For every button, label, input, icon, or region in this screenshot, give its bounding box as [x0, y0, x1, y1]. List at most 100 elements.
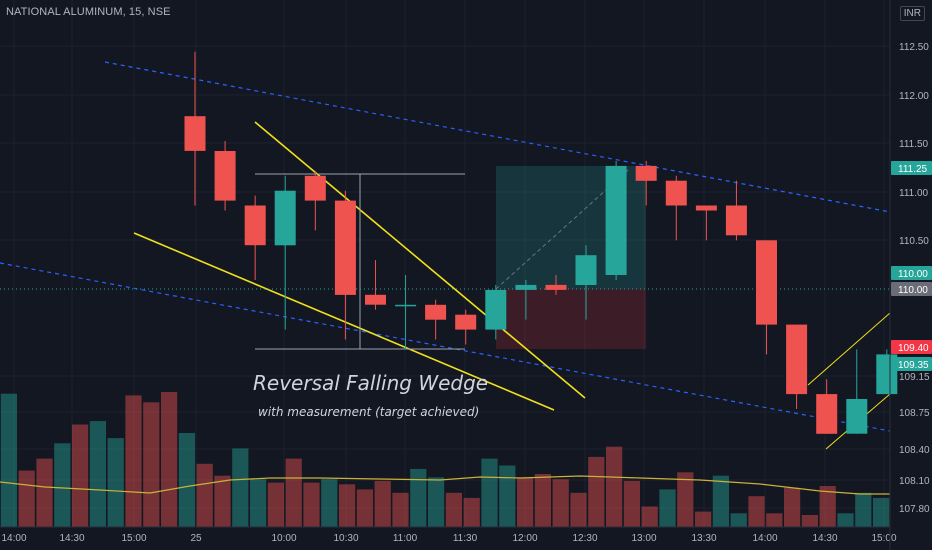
y-tick-label: 111.00 — [899, 188, 929, 199]
x-tick-label: 13:30 — [691, 533, 716, 544]
y-tick-label: 111.50 — [899, 139, 929, 150]
volume-bar — [72, 424, 89, 527]
channel-lower — [0, 262, 891, 432]
volume-bar — [374, 480, 391, 527]
candle-body — [455, 314, 477, 330]
volume-bar — [18, 470, 35, 527]
currency-badge[interactable]: INR — [899, 6, 925, 21]
volume-bar — [36, 458, 53, 527]
candle-body — [605, 165, 627, 275]
volume-bar — [499, 465, 516, 527]
volume-bar — [534, 474, 551, 527]
candle-body — [816, 394, 838, 434]
volume-bar — [748, 496, 765, 527]
candle-body — [365, 294, 386, 305]
channel-upper — [104, 61, 891, 213]
x-tick-label: 15:00 — [871, 533, 896, 544]
price-tag-label: 109.35 — [898, 360, 929, 371]
volume-bar — [196, 463, 213, 527]
x-tick-label: 12:00 — [512, 533, 537, 544]
x-tick-label: 14:30 — [812, 533, 837, 544]
volume-bar — [570, 492, 587, 527]
volume-bar — [801, 515, 818, 527]
volume-bar — [107, 438, 124, 527]
volume-bar — [766, 513, 783, 527]
volume-bar — [410, 468, 427, 527]
price-tag-bg — [891, 161, 932, 175]
volume-bars — [0, 392, 890, 527]
candle-body — [395, 304, 417, 307]
candle-body — [304, 175, 326, 201]
volume-bar — [730, 513, 747, 527]
breakout-line-a — [807, 312, 891, 386]
volume-bar — [659, 489, 676, 527]
volume-bar — [232, 448, 249, 527]
candle-body — [846, 399, 868, 434]
volume-bar — [143, 402, 160, 527]
price-tag-bg — [891, 266, 932, 280]
price-tag-bg — [891, 282, 932, 296]
volume-bar — [321, 479, 338, 527]
volume-bar — [267, 482, 284, 527]
x-tick-label: 14:00 — [1, 533, 26, 544]
candle-body — [695, 205, 717, 211]
volume-bar — [445, 492, 462, 527]
y-tick-label: 108.40 — [899, 445, 930, 456]
candle-body — [425, 304, 447, 320]
volume-bar — [873, 497, 890, 527]
wedge-lower-line — [133, 232, 555, 411]
volume-bar — [392, 492, 409, 527]
x-tick-label: 25 — [190, 533, 202, 544]
y-tick-label: 107.80 — [899, 504, 930, 515]
volume-bar — [855, 492, 872, 527]
x-tick-label: 14:00 — [752, 533, 777, 544]
candle-body — [545, 284, 567, 290]
volume-bar — [677, 472, 694, 527]
volume-bar — [54, 443, 71, 527]
y-tick-label: 109.15 — [899, 372, 930, 383]
volume-bar — [0, 393, 18, 527]
candle-body — [274, 190, 296, 246]
volume-bar — [428, 477, 445, 527]
x-tick-label: 11:00 — [393, 533, 418, 544]
volume-bar — [819, 486, 836, 527]
volume-bar — [641, 506, 658, 527]
x-tick-label: 12:30 — [572, 533, 597, 544]
volume-bar — [552, 479, 569, 527]
y-tick-label: 112.50 — [899, 42, 929, 53]
volume-bar — [837, 513, 854, 527]
volume-bar — [481, 458, 498, 527]
candle-body — [515, 284, 537, 290]
y-tick-label: 110.50 — [899, 236, 929, 247]
x-tick-label: 15:00 — [121, 533, 146, 544]
pattern-title: Reversal Falling Wedge — [253, 371, 489, 395]
candle-body — [214, 151, 236, 201]
volume-bar — [623, 480, 640, 527]
candle-body — [665, 180, 687, 206]
x-tick-label: 10:00 — [271, 533, 296, 544]
wedge-upper-line — [254, 121, 586, 399]
x-tick-label: 14:30 — [59, 533, 84, 544]
candles — [184, 51, 898, 434]
volume-bar — [695, 511, 712, 527]
price-tag-label: 111.25 — [898, 164, 928, 175]
x-tick-label: 10:30 — [333, 533, 358, 544]
y-tick-label: 112.00 — [899, 91, 929, 102]
volume-bar — [250, 479, 267, 527]
price-tags: 111.25 110.00 110.00 109.40 109.35 — [891, 161, 932, 371]
candle-body — [575, 255, 597, 285]
candle-body — [756, 240, 777, 325]
volume-bar — [285, 458, 302, 527]
candle-body — [635, 165, 657, 181]
candle-body — [334, 200, 356, 295]
candle-body — [786, 324, 808, 395]
price-tag-label: 110.00 — [898, 285, 928, 296]
volume-bar — [463, 497, 480, 527]
price-tag-bg — [891, 340, 932, 354]
volume-bar — [606, 446, 623, 527]
stop-zone — [496, 289, 646, 349]
symbol-header[interactable]: NATIONAL ALUMINUM, 15, NSE — [6, 6, 171, 18]
candle-body — [725, 205, 747, 236]
x-tick-label: 13:00 — [631, 533, 656, 544]
